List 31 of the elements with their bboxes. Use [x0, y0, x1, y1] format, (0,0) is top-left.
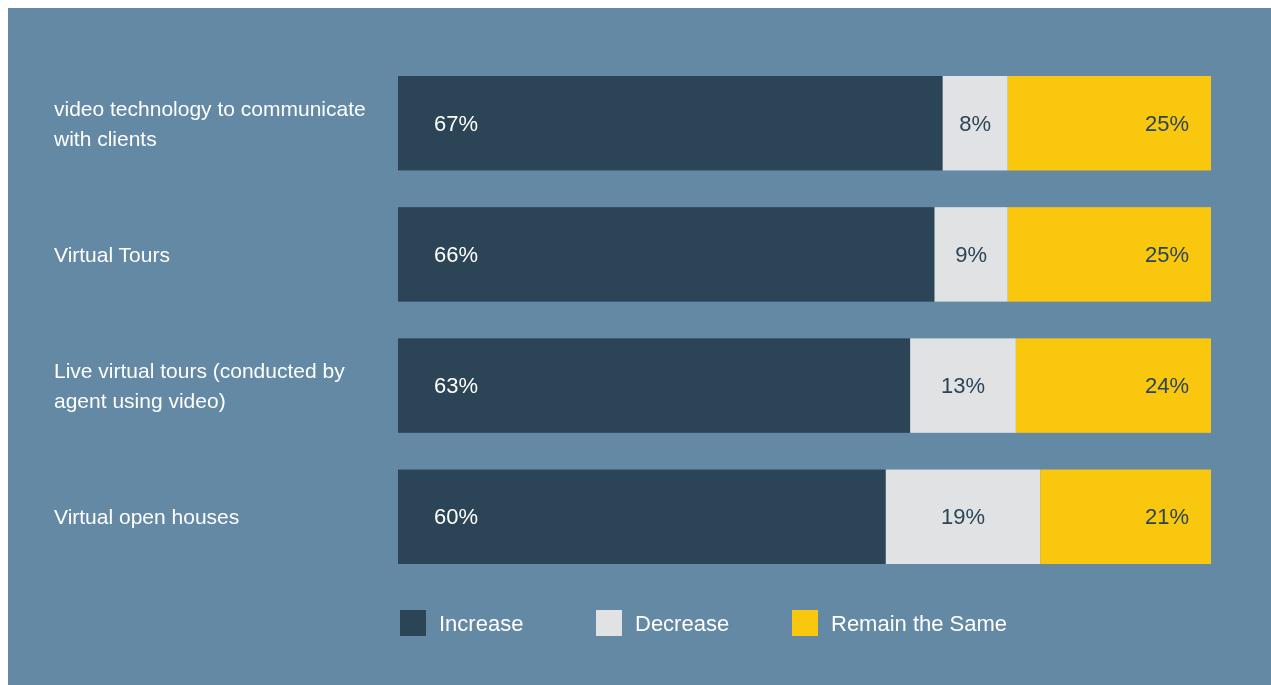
data-label: 67% [434, 110, 479, 136]
bar [1007, 76, 1211, 171]
data-label: 25% [1144, 242, 1189, 268]
data-label: 24% [1144, 373, 1189, 399]
y-tick-label: Virtual Tours [54, 242, 170, 266]
data-label: 25% [1144, 110, 1189, 136]
data-label: 60% [434, 504, 479, 530]
data-label: 19% [941, 504, 986, 530]
data-label: 13% [941, 373, 986, 399]
bar [934, 207, 1008, 302]
y-tick-label: Virtual open houses [54, 505, 240, 529]
legend-label: Increase [439, 610, 524, 636]
bar [398, 338, 911, 433]
data-label: 66% [434, 242, 479, 268]
bar [398, 76, 943, 171]
bar [1015, 338, 1211, 433]
data-label: 21% [1144, 504, 1189, 530]
bar [910, 338, 1016, 433]
bar [885, 469, 1041, 564]
data-label: 9% [955, 242, 988, 268]
y-tick-label: Live virtual tours (conducted by agent using video) [54, 358, 346, 412]
legend-label: Decrease [635, 610, 730, 636]
bar [942, 76, 1008, 171]
y-tick-label: video technology to communicate with clients [53, 96, 366, 150]
bar [1040, 469, 1211, 564]
data-label: 8% [959, 110, 992, 136]
bar [398, 469, 886, 564]
bar [398, 207, 935, 302]
data-label: 63% [434, 373, 479, 399]
legend-label: Remain the Same [831, 610, 1008, 636]
bar [1007, 207, 1211, 302]
